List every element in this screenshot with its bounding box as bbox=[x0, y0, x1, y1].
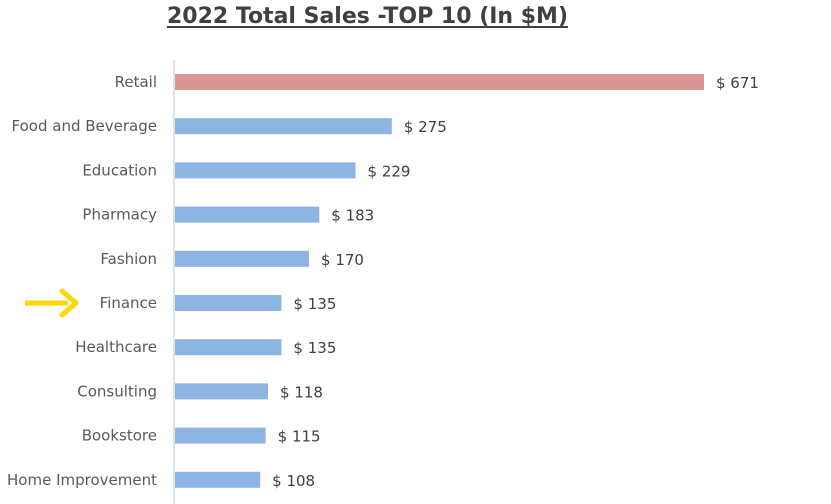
category-label: Fashion bbox=[100, 250, 157, 268]
value-label: $ 118 bbox=[280, 383, 323, 401]
value-label: $ 135 bbox=[293, 339, 336, 357]
category-label: Bookstore bbox=[82, 427, 157, 445]
category-label: Consulting bbox=[77, 382, 157, 400]
category-label: Food and Beverage bbox=[12, 117, 157, 135]
value-label: $ 275 bbox=[404, 118, 447, 136]
value-label: $ 115 bbox=[278, 428, 321, 446]
category-label: Finance bbox=[100, 294, 157, 312]
bar bbox=[175, 250, 310, 267]
value-label: $ 183 bbox=[331, 207, 374, 225]
value-label: $ 108 bbox=[272, 472, 315, 490]
category-label: Retail bbox=[115, 73, 157, 91]
chart-title: 2022 Total Sales -TOP 10 (In $M) bbox=[166, 4, 569, 29]
value-label: $ 671 bbox=[716, 74, 759, 92]
bar bbox=[175, 118, 392, 135]
value-label: $ 170 bbox=[321, 251, 364, 269]
bar bbox=[175, 206, 320, 223]
category-label: Home Improvement bbox=[7, 471, 157, 489]
bar bbox=[175, 339, 282, 356]
category-label: Pharmacy bbox=[82, 206, 157, 224]
bar bbox=[175, 295, 282, 311]
value-label: $ 135 bbox=[293, 295, 336, 313]
bar bbox=[175, 162, 356, 179]
bar bbox=[175, 383, 269, 400]
bar bbox=[175, 427, 266, 444]
yellow-arrow-icon bbox=[25, 288, 79, 318]
category-label: Healthcare bbox=[75, 338, 157, 356]
value-label: $ 229 bbox=[368, 162, 411, 180]
category-label: Education bbox=[82, 161, 157, 179]
bar bbox=[175, 74, 704, 90]
bar bbox=[175, 471, 261, 488]
